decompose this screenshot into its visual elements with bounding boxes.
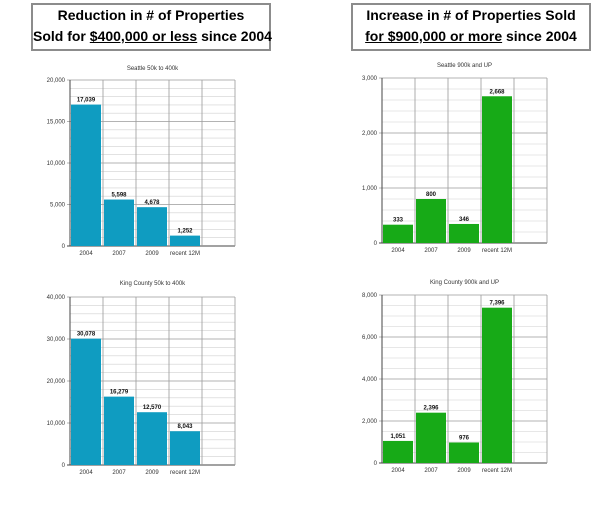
bar [137, 412, 167, 465]
right-header-box: Increase in # of Properties Sold for $90… [351, 3, 591, 51]
bar-value-label: 800 [426, 192, 437, 198]
x-tick-label: 2004 [391, 468, 405, 474]
left-header-line1: Reduction in # of Properties [57, 7, 245, 23]
x-tick-label: recent 12M [482, 248, 512, 254]
left-header-line2-pre: Sold for [33, 28, 90, 44]
y-tick-label: 10,000 [47, 161, 66, 167]
bar-value-label: 12,570 [143, 405, 162, 411]
bar-value-label: 8,043 [177, 424, 193, 430]
bar [482, 96, 512, 243]
bar [170, 431, 200, 465]
y-tick-label: 6,000 [362, 335, 378, 341]
bar [416, 412, 446, 463]
chart-title: King County 900k and UP [430, 280, 499, 286]
bar [416, 199, 446, 243]
bar [482, 307, 512, 463]
y-tick-label: 0 [374, 461, 378, 467]
bar [104, 396, 134, 465]
x-tick-label: 2004 [79, 251, 93, 257]
x-tick-label: 2004 [391, 248, 405, 254]
bar-value-label: 2,396 [423, 406, 439, 412]
y-tick-label: 2,000 [362, 419, 378, 425]
bar [449, 223, 479, 243]
y-tick-label: 8,000 [362, 293, 378, 299]
bar-value-label: 1,252 [177, 229, 193, 235]
x-tick-label: 2007 [112, 470, 126, 476]
x-tick-label: 2009 [145, 470, 159, 476]
right-header-line2: for $900,000 or more since 2004 [353, 26, 589, 47]
bar-value-label: 5,598 [111, 193, 127, 199]
bar [383, 440, 413, 463]
seattle-high-price-chart: Seattle 900k and UP 0 1,000 2,000 3,000 333 20… [362, 63, 548, 254]
y-tick-label: 30,000 [47, 337, 66, 343]
bar [104, 199, 134, 246]
chart-title: King County 50k to 400k [120, 281, 186, 287]
x-tick-label: 2009 [145, 251, 159, 257]
x-tick-label: 2009 [457, 248, 471, 254]
y-tick-label: 4,000 [362, 377, 378, 383]
bar-value-label: 4,678 [144, 200, 160, 206]
right-header-line2-post: since 2004 [502, 28, 577, 44]
x-tick-label: 2009 [457, 468, 471, 474]
right-header-line2-underlined: for $900,000 or more [365, 28, 503, 44]
y-tick-label: 20,000 [47, 379, 66, 385]
x-tick-label: 2004 [79, 470, 93, 476]
left-header-line2-underlined: $400,000 or less [89, 28, 198, 44]
chart-title: Seattle 50k to 400k [127, 66, 179, 72]
x-tick-label: 2007 [424, 468, 438, 474]
bar-value-label: 976 [459, 436, 470, 442]
right-header-line1: Increase in # of Properties Sold [366, 7, 576, 23]
y-tick-label: 1,000 [362, 186, 378, 192]
y-tick-label: 40,000 [47, 295, 66, 301]
bar [383, 224, 413, 243]
bar-value-label: 1,051 [390, 434, 406, 440]
bar [170, 235, 200, 246]
bar [71, 338, 101, 465]
bar [71, 104, 101, 247]
bar [449, 442, 479, 463]
y-tick-label: 2,000 [362, 131, 378, 137]
king-county-low-price-chart: King County 50k to 400k 0 10,000 20,000 30,0… [47, 281, 236, 476]
x-tick-label: recent 12M [170, 251, 200, 257]
y-tick-label: 3,000 [362, 76, 378, 82]
x-tick-label: 2007 [424, 248, 438, 254]
y-tick-label: 15,000 [47, 120, 66, 126]
seattle-low-price-chart: Seattle 50k to 400k 0 5,000 10,000 15,000 20,… [47, 66, 236, 257]
chart-title: Seattle 900k and UP [437, 63, 492, 69]
x-tick-label: recent 12M [482, 468, 512, 474]
y-tick-label: 20,000 [47, 78, 66, 84]
bar-value-label: 333 [393, 218, 404, 224]
left-header-line2-post: since 2004 [197, 28, 272, 44]
y-tick-label: 0 [374, 241, 378, 247]
y-tick-label: 5,000 [50, 203, 66, 209]
bar-value-label: 30,078 [77, 332, 96, 338]
king-county-high-price-chart: King County 900k and UP 0 2,000 4,000 6,000 8… [362, 280, 548, 474]
bar-value-label: 16,279 [110, 390, 129, 396]
bar [137, 207, 167, 246]
bar-value-label: 2,668 [489, 89, 505, 95]
x-tick-label: recent 12M [170, 470, 200, 476]
y-tick-label: 0 [62, 244, 66, 250]
left-header-line2: Sold for $400,000 or less since 2004 [33, 26, 272, 47]
y-tick-label: 0 [62, 463, 66, 469]
x-tick-label: 2007 [112, 251, 126, 257]
y-tick-label: 10,000 [47, 421, 66, 427]
bar-value-label: 17,039 [77, 98, 96, 104]
bar-value-label: 346 [459, 217, 470, 223]
bar-value-label: 7,396 [489, 301, 505, 307]
left-header-box: Reduction in # of Properties Sold for $4… [31, 3, 272, 51]
